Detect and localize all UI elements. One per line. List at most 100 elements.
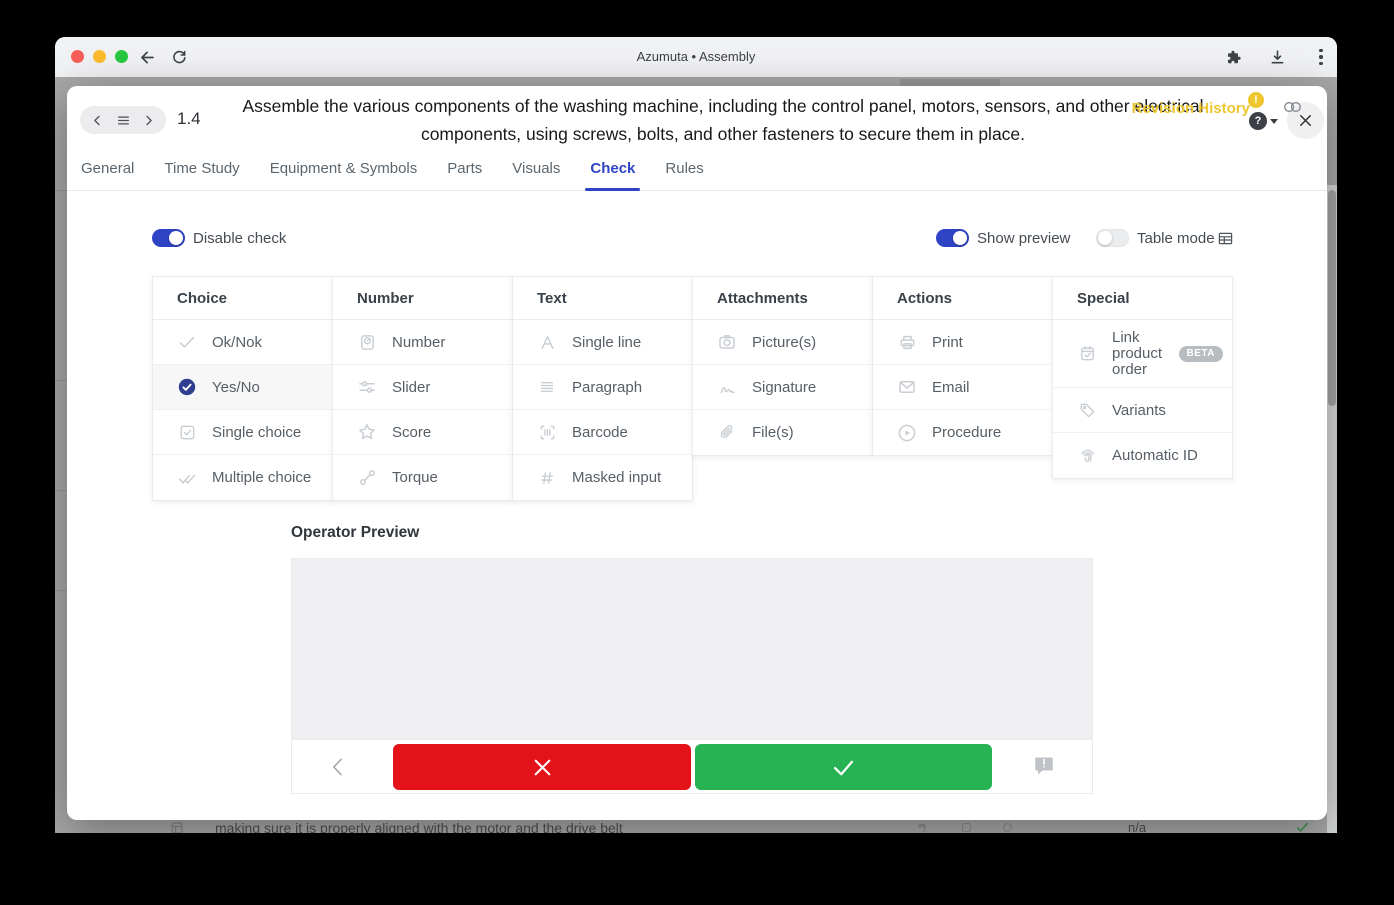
page-scrollbar-track — [1327, 185, 1337, 833]
close-icon — [1299, 114, 1312, 127]
preview-back-icon[interactable] — [330, 756, 347, 783]
check-type-grid: Choice Ok/Nok Yes/No Single choice Multiple … — [152, 276, 1233, 501]
column-header: Special — [1053, 277, 1232, 320]
browser-menu-icon[interactable] — [1311, 47, 1331, 67]
check-type-score[interactable]: Score — [333, 410, 512, 455]
backdrop-row-value: n/a — [1128, 820, 1147, 833]
svg-text:!: ! — [1042, 759, 1046, 771]
signature-icon — [717, 377, 737, 397]
check-type-email[interactable]: Email — [873, 365, 1052, 410]
minimize-window-button[interactable] — [93, 50, 106, 63]
check-type-label: Procedure — [932, 424, 1002, 441]
disable-check-toggle-group: Disable check — [152, 229, 286, 247]
check-type-ok-nok[interactable]: Ok/Nok — [153, 320, 332, 365]
back-icon[interactable] — [137, 47, 157, 67]
revision-history-link[interactable]: Revision History — [1131, 99, 1250, 117]
check-type-paragraph[interactable]: Paragraph — [513, 365, 692, 410]
backdrop-row-text: making sure it is properly aligned with … — [215, 820, 623, 833]
column-header: Actions — [873, 277, 1052, 320]
traffic-lights — [71, 50, 128, 63]
backdrop-divider — [55, 190, 67, 191]
check-type-number[interactable]: Number — [333, 320, 512, 365]
check-type-label: Link product order — [1112, 328, 1163, 378]
check-type-picture-s[interactable]: Picture(s) — [693, 320, 872, 365]
extensions-icon[interactable] — [1223, 47, 1243, 67]
download-icon[interactable] — [1267, 47, 1287, 67]
check-type-single-line[interactable]: Single line — [513, 320, 692, 365]
table-mode-label: Table mode — [1137, 229, 1215, 247]
camera-icon — [717, 332, 737, 352]
check-type-masked-input[interactable]: Masked input — [513, 455, 692, 500]
show-preview-switch[interactable] — [936, 229, 969, 247]
disable-check-switch[interactable] — [152, 229, 185, 247]
page-scrollbar-thumb[interactable] — [1328, 190, 1336, 406]
check-type-label: Number — [392, 333, 446, 351]
check-column-number: Number Number Slider Score Torque — [332, 276, 513, 501]
check-type-label: Signature — [752, 378, 817, 396]
check-type-print[interactable]: Print — [873, 320, 1052, 365]
link-icon[interactable] — [1282, 99, 1303, 120]
operator-preview-toolbar: ! — [291, 739, 1093, 794]
check-type-barcode[interactable]: Barcode — [513, 410, 692, 455]
order-check-icon — [1077, 344, 1097, 364]
disable-check-label: Disable check — [193, 229, 287, 247]
check-type-file-s[interactable]: File(s) — [693, 410, 872, 455]
step-list-menu-icon[interactable] — [116, 113, 131, 128]
check-type-yes-no[interactable]: Yes/No — [153, 365, 332, 410]
tab-check[interactable]: Check — [585, 146, 641, 191]
tab-time-study[interactable]: Time Study — [164, 159, 240, 177]
column-header: Number — [333, 277, 512, 320]
check-type-slider[interactable]: Slider — [333, 365, 512, 410]
check-type-single-choice[interactable]: Single choice — [153, 410, 332, 455]
check-type-automatic-id[interactable]: Automatic ID — [1053, 433, 1232, 478]
tag-icon — [1077, 400, 1097, 420]
check-type-procedure[interactable]: Procedure — [873, 410, 1052, 455]
torque-icon — [357, 468, 377, 488]
check-type-label: Single line — [572, 333, 642, 351]
browser-tab-title: Azumuta • Assembly — [636, 49, 756, 64]
check-type-label: Automatic ID — [1112, 447, 1198, 464]
check-type-label: Masked input — [572, 469, 662, 486]
previous-step-icon[interactable] — [90, 113, 105, 128]
check-type-label: Picture(s) — [752, 333, 817, 351]
check-type-multiple-choice[interactable]: Multiple choice — [153, 455, 332, 500]
operator-preview-heading: Operator Preview — [291, 524, 420, 541]
next-step-icon[interactable] — [141, 113, 156, 128]
help-menu-button[interactable]: ? — [1249, 112, 1278, 130]
check-column-choice: Choice Ok/Nok Yes/No Single choice Multiple … — [152, 276, 333, 501]
check-type-link-product-order[interactable]: Link product order BETA — [1053, 320, 1232, 388]
check-type-signature[interactable]: Signature — [693, 365, 872, 410]
check-type-label: Single choice — [212, 423, 302, 441]
check-type-label: Paragraph — [572, 378, 643, 396]
yes-no-icon — [177, 377, 197, 397]
check-type-label: File(s) — [752, 424, 794, 441]
dimmed-page-backdrop: making sure it is properly aligned with … — [55, 77, 1337, 833]
step-check-modal: 1.4 Assemble the various components of t… — [67, 86, 1327, 820]
backdrop-divider — [55, 490, 67, 491]
comment-alert-icon[interactable]: ! — [1032, 754, 1056, 783]
tab-equipment-symbols[interactable]: Equipment & Symbols — [269, 159, 418, 177]
close-window-button[interactable] — [71, 50, 84, 63]
tab-rules[interactable]: Rules — [665, 159, 704, 177]
table-mode-switch[interactable] — [1096, 229, 1129, 247]
backdrop-content-peek — [900, 79, 1000, 87]
reload-icon[interactable] — [169, 47, 189, 67]
tab-parts[interactable]: Parts — [447, 159, 483, 177]
barcode-icon — [537, 422, 557, 442]
paperclip-icon — [717, 423, 737, 443]
check-icon — [177, 332, 197, 352]
email-icon — [897, 377, 917, 397]
check-type-variants[interactable]: Variants — [1053, 388, 1232, 433]
tab-general[interactable]: General — [81, 159, 135, 177]
ok-button[interactable] — [695, 744, 992, 790]
check-type-torque[interactable]: Torque — [333, 455, 512, 500]
table-mode-toggle-group: Table mode — [1096, 229, 1215, 247]
zoom-window-button[interactable] — [115, 50, 128, 63]
tab-visuals[interactable]: Visuals — [512, 159, 561, 177]
step-number: 1.4 — [177, 109, 201, 128]
single-line-icon — [537, 332, 557, 352]
check-type-label: Score — [392, 423, 432, 441]
revision-alert-badge: ! — [1248, 92, 1264, 108]
nok-button[interactable] — [393, 744, 691, 790]
check-type-label: Email — [932, 378, 970, 396]
